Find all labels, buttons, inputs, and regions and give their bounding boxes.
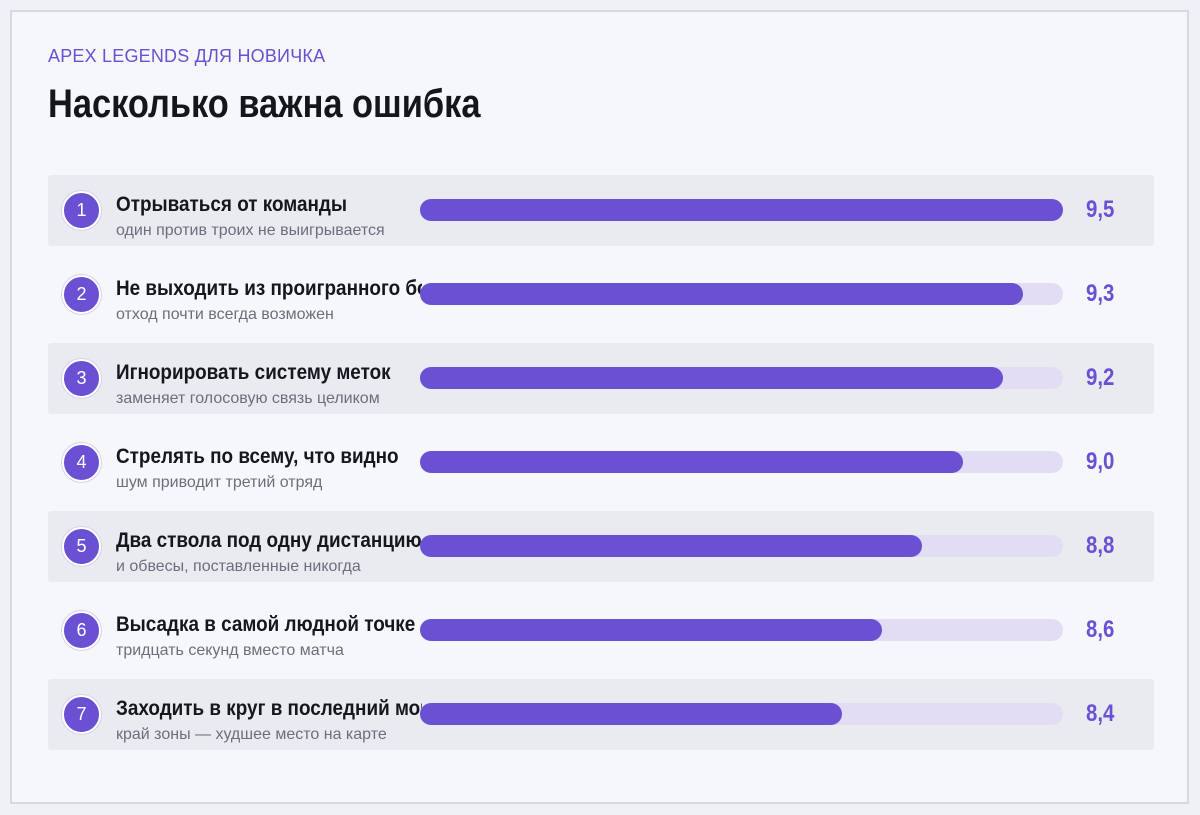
ranking-row: 3 Игнорировать систему меток заменяет голо…: [48, 343, 1154, 414]
item-title: Два ствола под одну дистанцию: [116, 529, 422, 552]
bar-track: [420, 451, 1063, 473]
ranking-row: 4 Стрелять по всему, что видно шум приводи…: [48, 427, 1154, 498]
bar-fill: [420, 535, 922, 557]
item-title-clip: Игнорировать систему меток: [116, 361, 422, 385]
bar-track: [420, 703, 1063, 725]
item-subtitle: и обвесы, поставленные никогда: [116, 558, 361, 575]
item-subtitle: край зоны — худшее место на карте: [116, 726, 387, 743]
ranking-row: 1 Отрываться от команды один против троих …: [48, 175, 1154, 246]
bar-track: [420, 283, 1063, 305]
eyebrow-label: APEX LEGENDS ДЛЯ НОВИЧКА: [48, 46, 326, 66]
score-label: 8,4: [1086, 700, 1115, 727]
item-title-clip: Стрелять по всему, что видно: [116, 445, 422, 469]
bar-fill: [420, 619, 882, 641]
item-subtitle: тридцать секунд вместо матча: [116, 642, 344, 659]
item-title: Заходить в круг в последний момент: [116, 697, 422, 720]
ranking-row: 2 Не выходить из проигранного боя отход по…: [48, 259, 1154, 330]
score-label: 9,5: [1086, 196, 1115, 223]
item-title: Стрелять по всему, что видно: [116, 445, 399, 468]
rank-badge: 3: [62, 359, 101, 398]
item-title-clip: Высадка в самой людной точке: [116, 613, 422, 637]
bar-fill: [420, 367, 1003, 389]
rank-badge: 1: [62, 191, 101, 230]
item-title-clip: Заходить в круг в последний момент: [116, 697, 422, 721]
item-title: Отрываться от команды: [116, 193, 348, 216]
rank-badge: 4: [62, 443, 101, 482]
score-label: 9,3: [1086, 280, 1115, 307]
ranking-row: 7 Заходить в круг в последний момент край …: [48, 679, 1154, 750]
bar-fill: [420, 703, 842, 725]
rank-badge: 5: [62, 527, 101, 566]
bar-track: [420, 535, 1063, 557]
item-subtitle: отход почти всегда возможен: [116, 306, 334, 323]
item-title: Не выходить из проигранного боя: [116, 277, 422, 300]
chart-title: Насколько важна ошибка: [48, 82, 481, 126]
bar-fill: [420, 199, 1063, 221]
item-subtitle: один против троих не выигрывается: [116, 222, 385, 239]
ranking-row: 6 Высадка в самой людной точке тридцать се…: [48, 595, 1154, 666]
score-label: 9,2: [1086, 364, 1115, 391]
ranking-row: 5 Два ствола под одну дистанцию и обвесы, …: [48, 511, 1154, 582]
bar-fill: [420, 283, 1023, 305]
score-label: 9,0: [1086, 448, 1115, 475]
item-subtitle: заменяет голосовую связь целиком: [116, 390, 380, 407]
rank-badge: 2: [62, 275, 101, 314]
ranking-list: 1 Отрываться от команды один против троих …: [48, 175, 1154, 763]
bar-track: [420, 367, 1063, 389]
item-title: Высадка в самой людной точке: [116, 613, 416, 636]
score-label: 8,8: [1086, 532, 1115, 559]
item-title-clip: Не выходить из проигранного боя: [116, 277, 422, 301]
item-title: Игнорировать систему меток: [116, 361, 391, 384]
bar-fill: [420, 451, 963, 473]
rank-badge: 7: [62, 695, 101, 734]
score-label: 8,6: [1086, 616, 1115, 643]
bar-track: [420, 619, 1063, 641]
item-subtitle: шум приводит третий отряд: [116, 474, 323, 491]
chart-card: APEX LEGENDS ДЛЯ НОВИЧКА Насколько важна…: [10, 10, 1189, 804]
item-title-clip: Два ствола под одну дистанцию: [116, 529, 422, 553]
item-title-clip: Отрываться от команды: [116, 193, 422, 217]
bar-track: [420, 199, 1063, 221]
rank-badge: 6: [62, 611, 101, 650]
